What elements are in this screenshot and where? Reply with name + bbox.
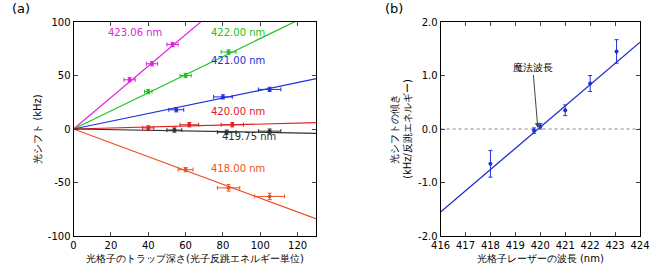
svg-text:光シフト (kHz): 光シフト (kHz) <box>32 94 43 164</box>
svg-text:-1.0: -1.0 <box>418 177 438 188</box>
svg-text:416: 416 <box>431 240 450 251</box>
svg-text:0.0: 0.0 <box>422 124 438 135</box>
svg-text:80: 80 <box>217 240 230 251</box>
svg-text:100: 100 <box>51 17 70 28</box>
svg-text:100: 100 <box>251 240 270 251</box>
svg-text:419.75 nm: 419.75 nm <box>222 131 276 142</box>
svg-text:422: 422 <box>581 240 600 251</box>
svg-text:420: 420 <box>531 240 550 251</box>
svg-text:光シフトの傾き(kHz/反跳エネルギー): 光シフトの傾き(kHz/反跳エネルギー) <box>389 79 413 179</box>
svg-text:(a): (a) <box>12 1 30 16</box>
svg-text:120: 120 <box>288 240 307 251</box>
svg-text:422.00 nm: 422.00 nm <box>211 27 265 38</box>
svg-text:60: 60 <box>179 240 192 251</box>
svg-text:-2.0: -2.0 <box>418 231 438 242</box>
svg-text:1.0: 1.0 <box>422 70 438 81</box>
svg-text:光格子レーザーの波長 (nm): 光格子レーザーの波長 (nm) <box>477 253 604 264</box>
svg-text:0: 0 <box>70 240 76 251</box>
svg-text:423.06 nm: 423.06 nm <box>108 27 162 38</box>
svg-text:417: 417 <box>456 240 475 251</box>
svg-text:40: 40 <box>142 240 155 251</box>
svg-text:420.00 nm: 420.00 nm <box>211 106 265 117</box>
svg-text:2.0: 2.0 <box>422 17 438 28</box>
svg-text:421: 421 <box>556 240 575 251</box>
svg-text:424: 424 <box>630 240 649 251</box>
svg-text:-50: -50 <box>54 177 70 188</box>
svg-text:光格子のトラップ深さ(光子反跳エネルギー単位): 光格子のトラップ深さ(光子反跳エネルギー単位) <box>86 253 304 264</box>
svg-text:423: 423 <box>606 240 625 251</box>
svg-text:421.00 nm: 421.00 nm <box>211 55 265 66</box>
svg-text:-100: -100 <box>48 231 71 242</box>
svg-text:50: 50 <box>58 70 71 81</box>
svg-text:(b): (b) <box>385 1 403 16</box>
svg-text:418.00 nm: 418.00 nm <box>211 163 265 174</box>
svg-text:20: 20 <box>105 240 118 251</box>
svg-text:418: 418 <box>481 240 500 251</box>
svg-text:0: 0 <box>64 124 70 135</box>
svg-text:魔法波長: 魔法波長 <box>513 62 553 73</box>
svg-text:419: 419 <box>506 240 525 251</box>
